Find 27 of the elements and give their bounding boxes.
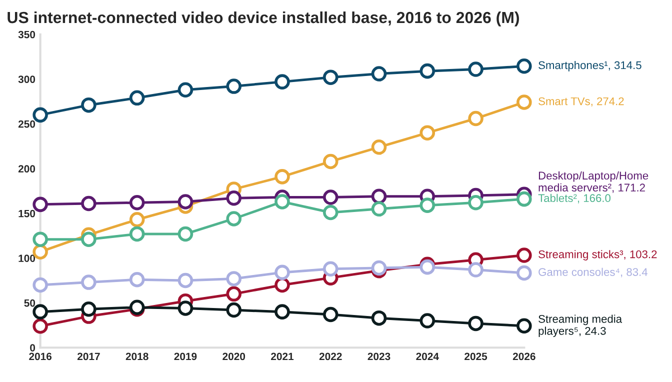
y-tick-label: 350 (18, 30, 36, 38)
x-tick-label: 2024 (416, 352, 439, 360)
x-tick-label: 2019 (174, 352, 197, 360)
x-tick-label: 2020 (222, 352, 246, 360)
x-tick-label: 2025 (464, 352, 488, 360)
series-label: Desktop/Laptop/Home media servers², 171.2 (538, 171, 648, 193)
series-label: Tablets², 166.0 (538, 194, 610, 204)
x-tick-label: 2023 (368, 352, 390, 360)
x-tick-label: 2022 (319, 352, 342, 360)
y-tick-label: 100 (18, 254, 36, 262)
y-tick-label: 250 (18, 120, 36, 128)
y-tick-label: 300 (18, 76, 36, 84)
x-tick-label: 2026 (512, 352, 536, 360)
x-tick-label: 2021 (271, 352, 294, 360)
y-tick-label: 0 (30, 344, 36, 352)
y-tick-label: 200 (18, 165, 36, 173)
series-label: Streaming sticks³, 103.2 (538, 250, 657, 260)
series-label: Game consoles⁴, 83.4 (538, 268, 648, 278)
series-label: Streaming media players⁵, 24.3 (538, 314, 622, 338)
y-tick-label: 50 (24, 299, 36, 307)
x-tick-label: 2018 (126, 352, 148, 360)
y-tick-label: 150 (18, 210, 36, 218)
series-label: Smart TVs, 274.2 (538, 97, 624, 107)
series-label: Smartphones¹, 314.5 (538, 60, 642, 72)
chart-title: US internet-connected video device installed base, 2016 to 2026 (M) (8, 11, 519, 26)
x-tick-label: 2017 (77, 352, 100, 360)
x-tick-label: 2016 (29, 352, 52, 360)
